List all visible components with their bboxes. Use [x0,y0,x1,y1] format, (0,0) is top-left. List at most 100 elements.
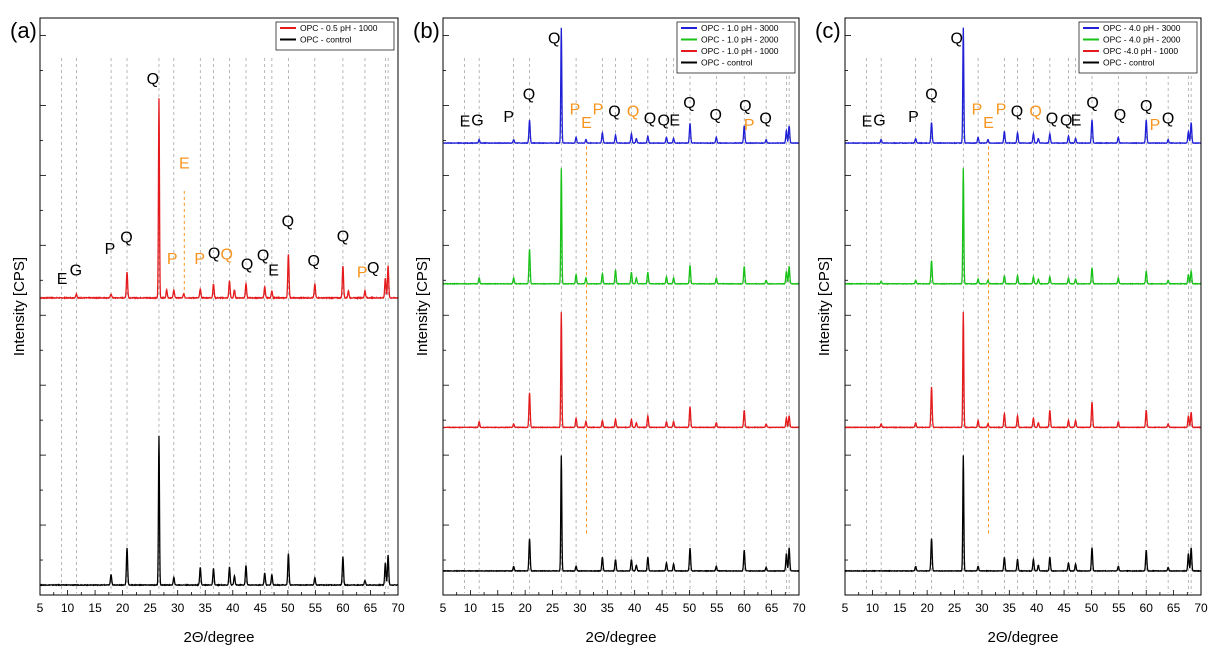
peak-label: P [570,101,581,118]
peak-label: E [669,113,680,130]
peak-label: E [57,271,68,288]
legend: OPC - 0.5 pH - 1000 OPC - control [275,21,395,51]
x-tick-label: 55 [309,601,323,615]
x-tick-label: 15 [893,601,907,615]
x-tick-label: 5 [440,601,447,615]
peak-label: Q [951,30,963,47]
peak-label: G [873,113,885,130]
panel-label: (b) [413,18,440,43]
peak-label: Q [1140,98,1152,115]
x-tick-label: 5 [842,601,849,615]
x-tick-label: 30 [171,601,185,615]
peak-label: P [908,109,919,126]
peak-label: E [862,114,873,131]
peak-label: Q [644,110,656,127]
peak-label: Q [1162,110,1174,127]
peak-label: Q [1060,113,1072,130]
x-axis-label: 2Θ/degree [586,629,657,646]
x-tick-label: 30 [975,601,989,615]
peak-label: Q [710,107,722,124]
peak-label: E [179,155,190,172]
peak-label: P [1150,117,1161,134]
peak-label: Q [257,248,269,265]
x-tick-label: 45 [655,601,669,615]
peak-label: P [194,251,205,268]
peak-label: P [972,101,983,118]
peak-label: Q [739,98,751,115]
legend-entry: OPC -4.0 pH - 1000 [1103,46,1178,56]
series-line-red [442,312,800,429]
peak-label: Q [208,245,220,262]
x-tick-label: 70 [1194,601,1208,615]
legend-box [275,21,395,51]
x-tick-label: 55 [1112,601,1126,615]
panel-label: (a) [10,18,37,43]
legend-entry: OPC - 0.5 pH - 1000 [300,23,378,33]
legend-entry: OPC - control [701,58,753,68]
peak-label: Q [282,213,294,230]
peak-label: P [167,251,178,268]
x-tick-label: 50 [1085,601,1099,615]
x-tick-label: 40 [628,601,642,615]
peak-label: Q [147,71,159,88]
series-line-black [442,455,800,573]
x-tick-label: 10 [61,601,75,615]
x-tick-label: 10 [464,601,478,615]
legend-entry: OPC - control [1103,58,1155,68]
x-tick-label: 25 [948,601,962,615]
x-tick-label: 40 [1030,601,1044,615]
peak-label: Q [657,113,669,130]
peak-label: Q [925,87,937,104]
series-line-red [39,98,399,300]
peak-label: Q [1114,107,1126,124]
peak-label: Q [1086,95,1098,112]
legend-entry: OPC - control [300,35,352,45]
series-line-green [442,168,800,286]
peak-label: P [744,117,755,134]
peak-label: Q [1029,104,1041,121]
x-tick-label: 20 [116,601,130,615]
x-tick-label: 60 [336,601,350,615]
x-tick-label: 60 [738,601,752,615]
peak-label: Q [523,87,535,104]
peak-label: E [268,262,279,279]
x-tick-label: 65 [765,601,779,615]
legend-entry: OPC - 1.0 pH - 2000 [701,35,779,45]
legend-box [676,21,796,74]
series-line-black [39,435,399,587]
y-axis-label: Intensity [CPS] [11,257,28,356]
peak-label: Q [120,230,132,247]
chart-panel-3: (c) 5 10 15 20 25 30 35 40 45 50 55 60 65 70 2Θ/degree I… [815,17,1208,646]
peak-label: P [996,101,1007,118]
peak-label: Q [367,260,379,277]
legend-box [1078,21,1198,74]
series-line-blue [844,27,1202,145]
x-tick-label: 60 [1140,601,1154,615]
legend-entry: OPC - 4.0 pH - 3000 [1103,23,1181,33]
x-tick-label: 25 [143,601,157,615]
x-tick-label: 35 [199,601,213,615]
y-axis-label: Intensity [CPS] [414,257,431,356]
chart-panel-2: (b) 5 10 15 20 25 30 35 40 45 50 55 60 65 70 2Θ/degree I… [413,17,806,646]
peak-label: Q [759,110,771,127]
x-tick-label: 5 [37,601,44,615]
x-tick-label: 10 [866,601,880,615]
series-line-black [844,455,1202,573]
peak-label: Q [308,253,320,270]
plot-frame [39,17,399,596]
peak-label: Q [627,104,639,121]
x-tick-label: 50 [683,601,697,615]
peak-label: E [581,115,592,132]
peak-label: G [471,113,483,130]
peak-label: P [503,109,514,126]
x-tick-label: 55 [710,601,724,615]
series-line-green [844,168,1202,286]
peak-label: G [70,262,82,279]
x-tick-label: 25 [546,601,560,615]
peak-label: E [983,115,994,132]
x-tick-label: 70 [792,601,806,615]
chart-panel-1: (a) 5 10 15 20 25 30 35 40 45 50 55 60 65 70 2Θ/degree I… [10,17,405,646]
